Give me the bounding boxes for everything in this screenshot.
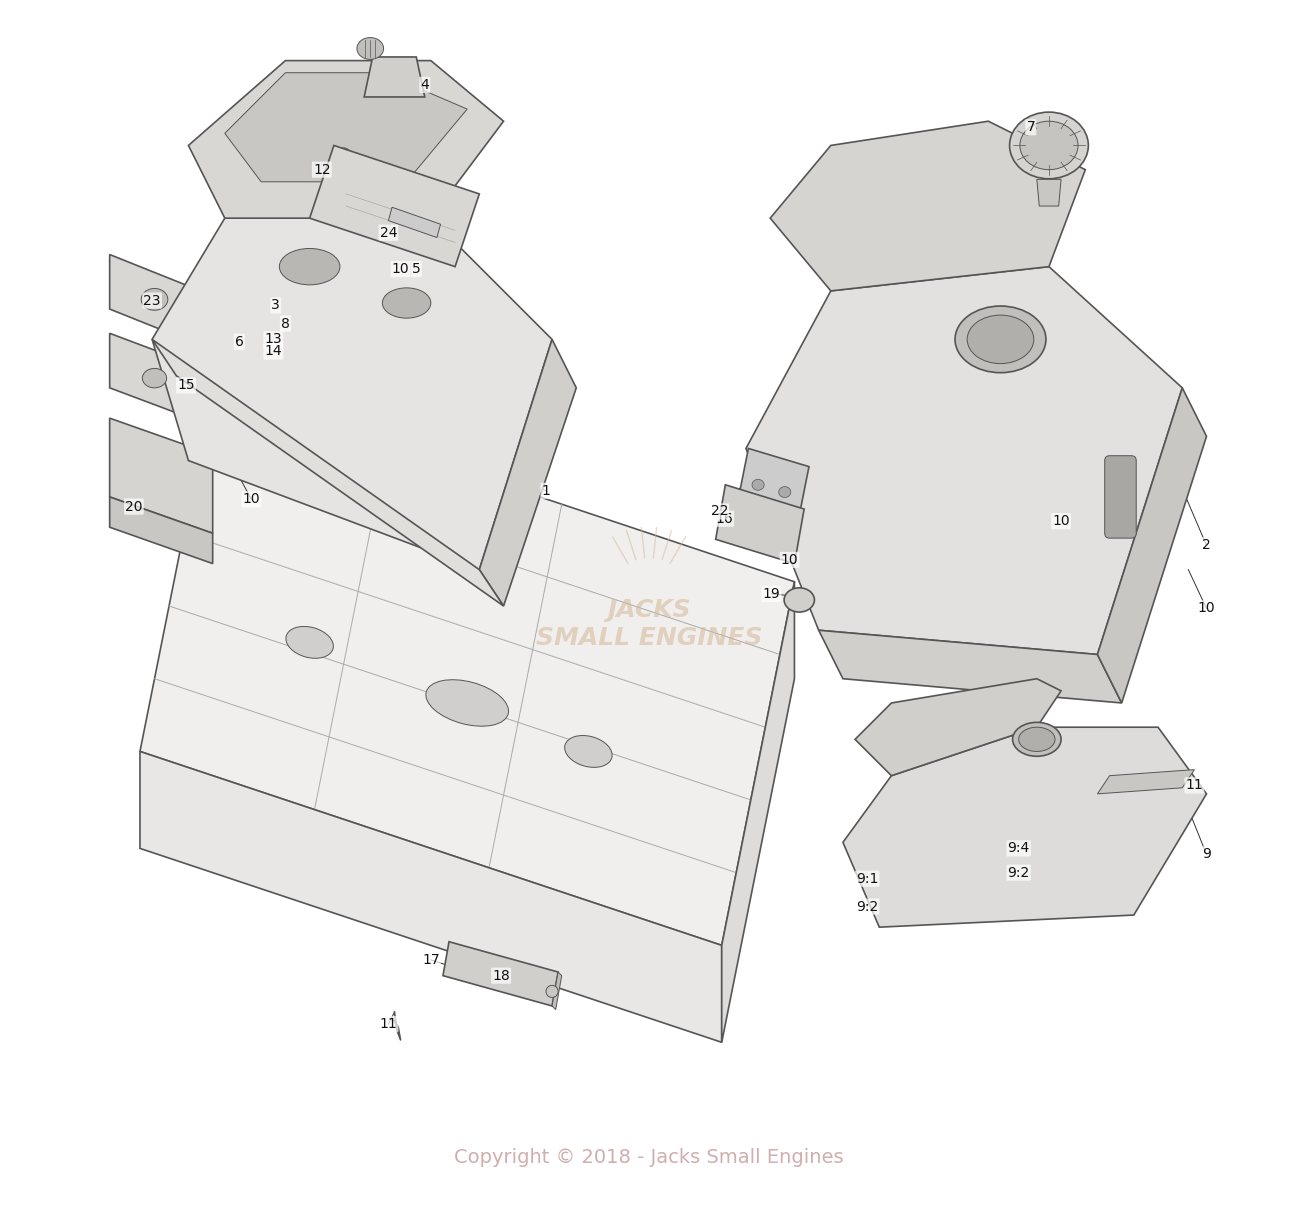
- Ellipse shape: [1020, 121, 1079, 170]
- Polygon shape: [715, 485, 805, 564]
- Text: 17: 17: [422, 953, 440, 967]
- Polygon shape: [770, 121, 1085, 291]
- Ellipse shape: [336, 148, 350, 162]
- Ellipse shape: [1019, 727, 1055, 751]
- Text: 6: 6: [235, 335, 244, 349]
- Polygon shape: [855, 679, 1060, 776]
- Text: Copyright © 2018 - Jacks Small Engines: Copyright © 2018 - Jacks Small Engines: [454, 1148, 844, 1167]
- Text: JACKS
SMALL ENGINES: JACKS SMALL ENGINES: [536, 599, 762, 650]
- Text: 16: 16: [715, 511, 733, 526]
- Polygon shape: [152, 218, 552, 570]
- Ellipse shape: [143, 368, 166, 388]
- Text: 18: 18: [492, 968, 510, 983]
- Ellipse shape: [383, 288, 431, 318]
- Text: 7: 7: [1027, 120, 1036, 135]
- Text: 20: 20: [125, 499, 143, 514]
- Text: 8: 8: [280, 316, 289, 331]
- Text: 10: 10: [1198, 601, 1215, 616]
- Polygon shape: [109, 418, 213, 533]
- Polygon shape: [552, 972, 562, 1010]
- Polygon shape: [109, 255, 201, 345]
- Polygon shape: [1037, 179, 1060, 206]
- Text: 23: 23: [143, 293, 161, 308]
- Ellipse shape: [286, 627, 334, 658]
- Text: 1: 1: [541, 484, 550, 498]
- Text: 9:2: 9:2: [857, 899, 879, 914]
- Text: 14: 14: [265, 344, 282, 359]
- Polygon shape: [1097, 770, 1194, 794]
- Polygon shape: [746, 267, 1182, 654]
- Polygon shape: [443, 942, 558, 1006]
- Polygon shape: [140, 388, 794, 945]
- Ellipse shape: [141, 288, 167, 310]
- Polygon shape: [140, 751, 722, 1042]
- Text: 24: 24: [380, 225, 397, 240]
- Text: 10: 10: [781, 553, 798, 567]
- Text: 10: 10: [1053, 514, 1070, 528]
- Text: 9:2: 9:2: [1007, 865, 1029, 880]
- Polygon shape: [152, 339, 504, 606]
- Text: 9:1: 9:1: [855, 871, 879, 886]
- Ellipse shape: [779, 487, 790, 497]
- Text: 4: 4: [421, 78, 430, 92]
- Polygon shape: [722, 582, 794, 1042]
- Ellipse shape: [565, 736, 613, 767]
- Ellipse shape: [752, 480, 765, 490]
- Text: 2: 2: [1202, 538, 1211, 553]
- Text: 3: 3: [271, 298, 280, 313]
- Polygon shape: [310, 145, 479, 267]
- Ellipse shape: [784, 588, 814, 612]
- Polygon shape: [819, 630, 1121, 703]
- Text: 22: 22: [710, 504, 728, 519]
- Text: 10: 10: [392, 262, 409, 276]
- Polygon shape: [109, 497, 213, 564]
- Polygon shape: [740, 448, 809, 509]
- Text: 15: 15: [178, 378, 195, 393]
- Text: 11: 11: [1185, 778, 1203, 793]
- Polygon shape: [479, 339, 576, 606]
- Ellipse shape: [426, 680, 509, 726]
- Text: 13: 13: [265, 332, 282, 347]
- Polygon shape: [1097, 388, 1207, 703]
- Text: 10: 10: [243, 492, 261, 507]
- Polygon shape: [388, 207, 440, 238]
- Ellipse shape: [967, 315, 1033, 364]
- Ellipse shape: [357, 38, 384, 59]
- Text: 19: 19: [762, 587, 780, 601]
- Polygon shape: [109, 333, 206, 424]
- Text: 9: 9: [1202, 847, 1211, 862]
- Ellipse shape: [1012, 722, 1060, 756]
- Text: 9:4: 9:4: [1007, 841, 1029, 856]
- Polygon shape: [188, 61, 504, 218]
- Polygon shape: [365, 57, 424, 97]
- Ellipse shape: [546, 985, 558, 997]
- Text: 5: 5: [411, 262, 421, 276]
- FancyBboxPatch shape: [1105, 456, 1136, 538]
- Polygon shape: [842, 727, 1207, 927]
- Ellipse shape: [955, 305, 1046, 373]
- Text: 11: 11: [379, 1017, 397, 1031]
- Ellipse shape: [1010, 113, 1088, 178]
- Text: 12: 12: [313, 162, 331, 177]
- Polygon shape: [225, 73, 467, 182]
- Ellipse shape: [279, 248, 340, 285]
